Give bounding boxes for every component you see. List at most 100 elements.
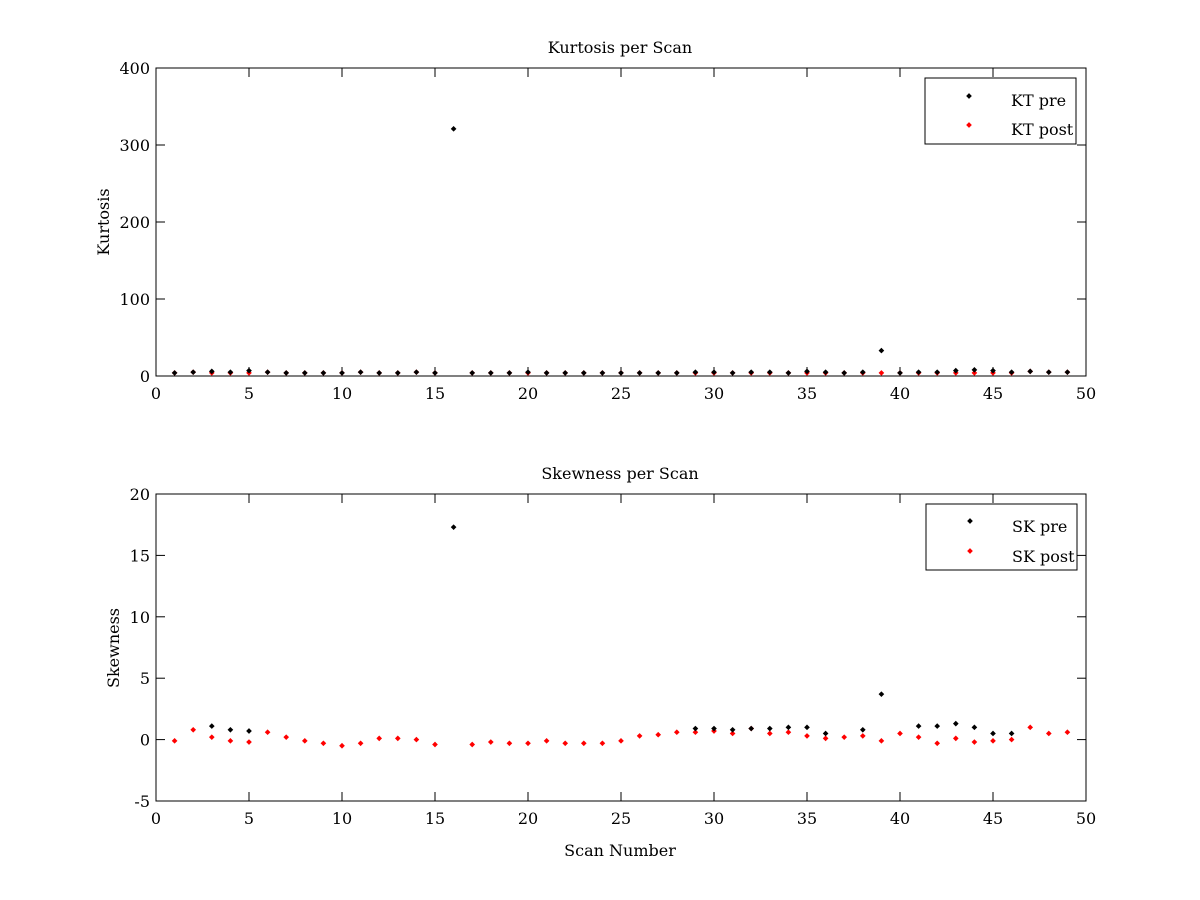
- kurtosis-point-post: [878, 370, 885, 376]
- skewness-point-pre: [729, 726, 736, 733]
- kurtosis-legend-box: [924, 77, 1077, 145]
- skewness-point-post: [357, 740, 364, 747]
- skewness-point-post: [264, 729, 271, 736]
- kurtosis-point-pre: [246, 367, 252, 374]
- skewness-legend-label-post: SK post: [1012, 547, 1075, 566]
- skewness-x-tick-label: 30: [704, 809, 724, 828]
- skewness-x-tick-label: 10: [332, 809, 352, 828]
- kurtosis-x-tick-label: 30: [704, 384, 724, 403]
- kurtosis-y-tick-label: 100: [119, 290, 150, 309]
- kurtosis-point-pre: [915, 369, 922, 375]
- kurtosis-y-axis-label: Kurtosis: [94, 188, 113, 255]
- skewness-point-post: [506, 740, 513, 747]
- skewness-y-tick-label: 15: [130, 546, 150, 565]
- kurtosis-x-tick-label: 40: [890, 384, 910, 403]
- kurtosis-point-pre: [171, 370, 178, 376]
- kurtosis-point-pre: [1064, 369, 1071, 375]
- kurtosis-point-pre: [934, 369, 941, 375]
- kurtosis-legend: KT pre KT post: [924, 77, 1077, 145]
- skewness-point-post: [636, 733, 643, 739]
- kurtosis-x-tick-label: 0: [151, 384, 161, 403]
- kurtosis-point-pre: [525, 369, 531, 375]
- skewness-point-post: [394, 735, 401, 742]
- skewness-x-tick-label: 40: [890, 809, 910, 828]
- skewness-x-tick-label: 5: [244, 809, 254, 828]
- kurtosis-x-tick-label: 5: [244, 384, 254, 403]
- kurtosis-legend-marker-post: [966, 122, 972, 128]
- kurtosis-point-pre: [897, 370, 903, 376]
- kurtosis-point-pre: [859, 369, 866, 375]
- skewness-point-post: [208, 734, 215, 740]
- skewness-point-pre: [711, 725, 717, 732]
- skewness-point-post: [190, 726, 197, 733]
- kurtosis-y-tick-label: 300: [119, 136, 150, 155]
- skewness-point-pre: [227, 726, 234, 733]
- skewness-point-post: [283, 734, 290, 740]
- skewness-point-post: [227, 737, 234, 744]
- kurtosis-point-pre: [227, 369, 234, 375]
- kurtosis-point-pre: [618, 370, 624, 376]
- kurtosis-point-pre: [1008, 369, 1015, 375]
- skewness-legend-marker-post: [967, 548, 973, 554]
- kurtosis-point-pre: [971, 367, 978, 373]
- skewness-point-post: [301, 737, 308, 744]
- skewness-x-tick-label: 45: [983, 809, 1003, 828]
- skewness-point-post: [859, 733, 866, 739]
- skewness-point-pre: [766, 725, 773, 732]
- skewness-point-post: [1008, 736, 1015, 743]
- skewness-x-tick-label: 0: [151, 809, 161, 828]
- skewness-point-post: [692, 729, 699, 736]
- skewness-y-tick-label: 10: [130, 608, 150, 627]
- skewness-point-pre: [915, 723, 922, 729]
- skewness-point-pre: [971, 724, 978, 731]
- skewness-point-post: [785, 729, 792, 736]
- skewness-point-post: [246, 739, 252, 745]
- kurtosis-point-pre: [283, 370, 290, 376]
- kurtosis-point-pre: [1027, 368, 1034, 375]
- skewness-point-post: [878, 737, 885, 744]
- skewness-point-pre: [990, 730, 996, 737]
- skewness-point-post: [804, 733, 810, 739]
- kurtosis-point-pre: [376, 370, 383, 376]
- skewness-point-pre: [952, 720, 959, 727]
- skewness-x-tick-label: 15: [425, 809, 445, 828]
- skewness-point-pre: [208, 723, 215, 729]
- kurtosis-point-pre: [301, 370, 308, 376]
- skewness-point-post: [841, 734, 848, 740]
- kurtosis-point-pre: [636, 370, 643, 376]
- kurtosis-point-pre: [766, 369, 773, 375]
- kurtosis-point-pre: [432, 370, 438, 376]
- kurtosis-point-pre: [748, 369, 755, 375]
- kurtosis-point-pre: [543, 370, 550, 376]
- skewness-point-pre: [692, 725, 699, 732]
- kurtosis-point-pre: [990, 367, 996, 374]
- kurtosis-points: [171, 126, 1071, 376]
- skewness-x-tick-label: 35: [797, 809, 817, 828]
- skewness-y-tick-label: 5: [140, 669, 150, 688]
- skewness-x-tick-label: 50: [1076, 809, 1096, 828]
- kurtosis-point-pre: [339, 370, 345, 376]
- kurtosis-point-pre: [878, 347, 885, 354]
- kurtosis-x-tick-label: 35: [797, 384, 817, 403]
- skewness-point-pre: [804, 724, 810, 731]
- skewness-point-post: [971, 739, 978, 745]
- kurtosis-point-pre: [208, 368, 215, 375]
- skewness-y-tick-label: 0: [140, 731, 150, 750]
- kurtosis-x-tick-label: 10: [332, 384, 352, 403]
- skewness-point-post: [562, 740, 569, 747]
- kurtosis-legend-marker-pre: [966, 93, 972, 99]
- kurtosis-point-pre: [506, 370, 513, 376]
- skewness-point-pre: [246, 728, 252, 734]
- skewness-x-tick-label: 20: [518, 809, 538, 828]
- kurtosis-legend-label-pre: KT pre: [1011, 91, 1066, 110]
- skewness-point-post: [376, 735, 383, 742]
- kurtosis-point-pre: [729, 370, 736, 376]
- kurtosis-subplot: Kurtosis per Scan 0 5 10 15 20 25 30 35 40 45 50 0 1…: [94, 38, 1096, 403]
- skewness-point-post: [766, 730, 773, 737]
- kurtosis-point-pre: [413, 369, 420, 375]
- skewness-point-pre: [785, 724, 792, 731]
- skewness-legend-marker-pre: [967, 518, 973, 524]
- kurtosis-ticks: 0 5 10 15 20 25 30 35 40 45 50 0 100 200 300 400: [119, 59, 1096, 403]
